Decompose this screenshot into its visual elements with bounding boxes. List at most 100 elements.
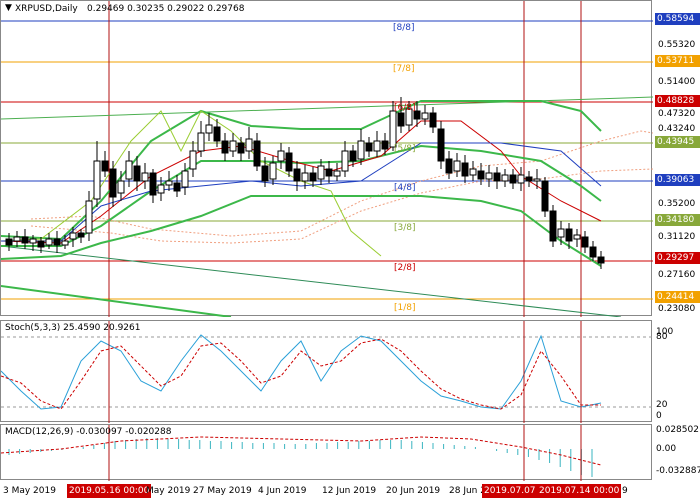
candle-body bbox=[125, 160, 133, 180]
date-label: 12 Jun 2019 bbox=[322, 486, 377, 496]
candle-body bbox=[45, 238, 53, 246]
stoch-level-80: 80 bbox=[656, 332, 668, 342]
price-axis-label: 0.47320 bbox=[658, 109, 696, 119]
date-marker-vline-3: 2019.07.14 00:00 bbox=[537, 484, 622, 498]
candle-body bbox=[21, 236, 29, 244]
macd-level-zero: 0.00 bbox=[656, 444, 677, 454]
candle-body bbox=[269, 162, 277, 180]
candle-body bbox=[341, 150, 349, 172]
candle-body bbox=[501, 174, 509, 182]
macd-level-top: 0.028502 bbox=[656, 425, 699, 435]
candle-body bbox=[5, 238, 13, 246]
ichimoku-span-b bbox=[30, 168, 653, 244]
candle-body bbox=[381, 140, 389, 150]
candle-body bbox=[533, 178, 541, 182]
candle-body bbox=[373, 140, 381, 152]
stochastic-main-line bbox=[1, 334, 602, 410]
murrey-level-4-8: [4/8] bbox=[394, 183, 416, 193]
candle-body bbox=[285, 152, 293, 172]
murrey-level-7-8: [7/8] bbox=[393, 64, 415, 74]
price-axis-label: 0.55320 bbox=[658, 40, 696, 50]
murrey-level-3-8: [3/8] bbox=[394, 223, 416, 233]
candle-body bbox=[405, 108, 413, 126]
date-label: May 2019 bbox=[146, 486, 191, 496]
candle-body bbox=[549, 210, 557, 242]
candle-body bbox=[213, 126, 221, 142]
candle-body bbox=[397, 112, 405, 127]
price-axis-label: 0.27160 bbox=[658, 270, 696, 280]
price-chart-canvas[interactable] bbox=[1, 1, 653, 317]
candle-body bbox=[317, 165, 325, 180]
price-axis-label: 0.43240 bbox=[658, 124, 696, 134]
candle-body bbox=[429, 112, 437, 128]
candle-body bbox=[477, 170, 485, 180]
bollinger-lower bbox=[1, 195, 602, 267]
candle-body bbox=[117, 180, 125, 194]
candle-body bbox=[277, 150, 285, 162]
candle-body bbox=[93, 160, 101, 200]
macd-signal-line bbox=[1, 436, 602, 466]
candle-body bbox=[349, 150, 357, 162]
candle-body bbox=[445, 158, 453, 174]
murrey-level-1-8: [1/8] bbox=[394, 303, 416, 313]
stochastic-pane[interactable]: Stoch(5,3,3) 25.4590 20.9261 bbox=[0, 320, 653, 423]
candle-body bbox=[13, 236, 21, 242]
date-label: 9 bbox=[622, 486, 628, 496]
candle-body bbox=[101, 160, 109, 172]
candle-body bbox=[197, 132, 205, 152]
candle-body bbox=[493, 172, 501, 182]
date-marker-vline-2: 2019.07.07 bbox=[482, 484, 538, 498]
candle-body bbox=[389, 110, 397, 148]
candle-body bbox=[29, 238, 37, 244]
candle-body bbox=[157, 184, 165, 194]
candle-body bbox=[573, 234, 581, 240]
price-tag-8-8: 0.58594 bbox=[655, 13, 700, 25]
price-chart-pane[interactable]: ▼ XRPUSD,Daily 0.29469 0.30235 0.29022 0… bbox=[0, 0, 653, 317]
stoch-level-100: 100 bbox=[656, 327, 674, 337]
moving-average-blue bbox=[1, 142, 602, 242]
murrey-level-8-8: [8/8] bbox=[393, 23, 415, 33]
candle-body bbox=[509, 174, 517, 184]
candle-body bbox=[85, 200, 93, 234]
candle-body bbox=[421, 112, 429, 120]
candle-body bbox=[221, 140, 229, 154]
date-label: 20 Jun 2019 bbox=[386, 486, 441, 496]
candle-body bbox=[53, 238, 61, 246]
stochastic-canvas[interactable] bbox=[1, 321, 653, 423]
candle-body bbox=[525, 176, 533, 182]
symbol-dropdown-icon[interactable]: ▼ bbox=[5, 3, 12, 13]
candle-body bbox=[517, 174, 525, 184]
candle-body bbox=[261, 165, 269, 182]
candle-body bbox=[173, 182, 181, 192]
candle-body bbox=[557, 228, 565, 238]
candle-body bbox=[597, 256, 605, 264]
candle-body bbox=[189, 150, 197, 170]
ohlc-readout: 0.29469 0.30235 0.29022 0.29768 bbox=[87, 4, 245, 14]
candle-body bbox=[149, 172, 157, 196]
candle-body bbox=[229, 140, 237, 152]
price-tag-4-8: 0.39063 bbox=[655, 174, 700, 186]
macd-canvas[interactable] bbox=[1, 425, 653, 481]
candle-body bbox=[413, 110, 421, 120]
date-label: 4 Jun 2019 bbox=[258, 486, 307, 496]
price-axis-label: 0.35200 bbox=[658, 199, 696, 209]
chikou-line bbox=[1, 110, 382, 257]
candle-body bbox=[205, 124, 213, 134]
price-tag-3-8: 0.34180 bbox=[655, 214, 700, 226]
murrey-level-6-8: [6/8] bbox=[394, 103, 416, 113]
candle-body bbox=[181, 170, 189, 188]
date-label: 27 May 2019 bbox=[193, 486, 252, 496]
candle-body bbox=[165, 180, 173, 186]
chart-symbol-title: XRPUSD,Daily bbox=[15, 4, 78, 14]
candle-body bbox=[357, 140, 365, 160]
macd-pane[interactable]: MACD(12,26,9) -0.030097 -0.020288 bbox=[0, 424, 653, 481]
candle-body bbox=[309, 172, 317, 182]
price-axis-label: 0.31120 bbox=[658, 232, 696, 242]
macd-title: MACD(12,26,9) -0.030097 -0.020288 bbox=[5, 427, 172, 437]
price-tag-6-8: 0.48828 bbox=[655, 95, 700, 107]
candle-body bbox=[365, 142, 373, 152]
murrey-level-2-8: [2/8] bbox=[394, 263, 416, 273]
candle-body bbox=[133, 165, 141, 182]
candle-body bbox=[37, 240, 45, 248]
candle-body bbox=[61, 240, 69, 246]
